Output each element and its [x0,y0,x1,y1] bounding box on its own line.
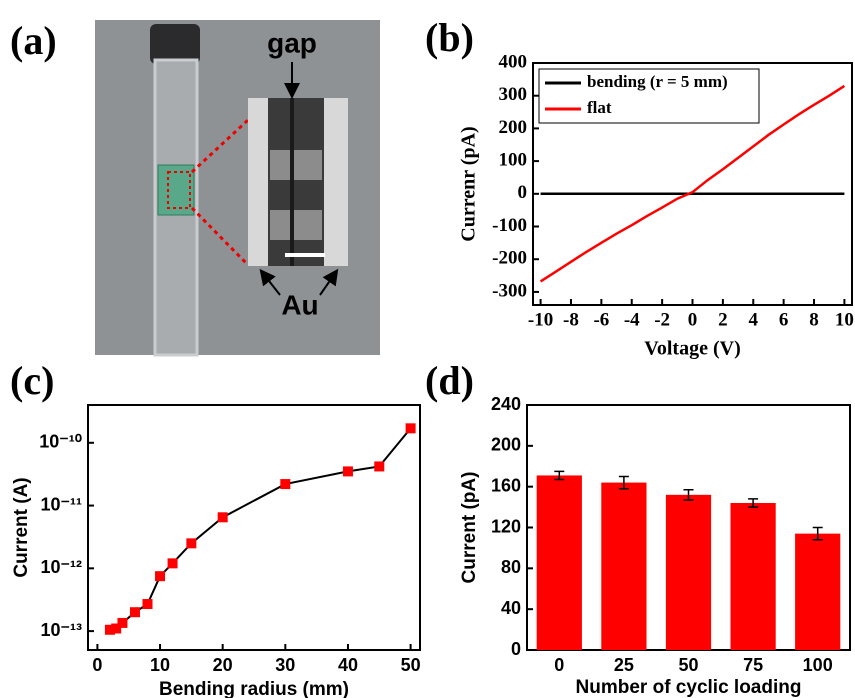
x-tick-label: 50 [678,655,698,675]
zoom-box [167,171,191,209]
chart-panel: (c) 10⁻¹³ 10⁻¹² 10⁻¹¹ 10⁻¹⁰ 0 10 20 30 40 50 Bendin… [10,358,421,698]
y-tick-label: 240 [491,394,521,414]
panel-label: (a) [10,18,57,63]
error-bar [683,488,694,501]
legend-label: flat [587,98,612,117]
tube-cap [150,24,200,64]
error-bar [748,498,759,508]
device [157,164,195,216]
marker [342,466,353,477]
x-tick-label: 0 [92,655,102,675]
plot-frame [87,404,421,651]
x-tick-label: 75 [743,655,763,675]
arrow [319,268,339,296]
marker [117,617,128,628]
y-tick-label: 0 [518,182,528,203]
x-tick-label: 25 [614,655,634,675]
bar [536,475,582,650]
y-tick-label: 40 [501,598,521,618]
sem-au [270,150,322,180]
x-tick-label: 8 [809,309,819,330]
x-axis-title: Number of cyclic loading [576,677,802,698]
x-tick-label: 10 [150,655,170,675]
marker [217,512,228,523]
zoom-line [190,206,250,267]
y-tick-label: -300 [492,280,527,301]
marker [186,538,197,549]
x-tick-label: -10 [528,309,553,330]
error-bar [812,526,823,541]
marker [129,607,140,618]
y-tick-label: 100 [499,149,528,170]
y-tick-label: 300 [499,84,528,105]
line [539,84,846,283]
legend: bending (r = 5 mm) flat [538,68,760,124]
legend-label: bending (r = 5 mm) [587,72,728,91]
y-tick-label: 10⁻¹¹ [40,494,82,514]
y-tick-label: 160 [491,475,521,495]
error-bar [618,475,629,490]
x-tick-label: 4 [749,309,759,330]
photo-panel: (a) gap Au [10,18,380,357]
x-tick-label: 40 [338,655,358,675]
marker [280,479,291,490]
x-tick-label: 0 [688,309,698,330]
y-tick-label: 80 [501,557,521,577]
sem-channel [268,98,324,266]
annotation: Au [281,289,318,320]
bar [601,482,647,650]
y-tick-label: 10⁻¹⁰ [39,432,82,452]
marker [167,558,178,569]
x-axis-title: Voltage (V) [644,338,740,360]
y-tick-label: 0 [511,639,521,659]
panel-label: (c) [10,358,54,403]
x-tick-label: 20 [213,655,233,675]
y-tick-label: 10⁻¹³ [40,620,82,640]
marker [155,571,166,582]
y-tick-label: 400 [499,51,528,72]
x-axis-title: Bending radius (mm) [159,679,349,698]
x-tick-label: 10 [835,309,854,330]
y-axis-title: Current (A) [11,477,32,577]
y-tick-label: 200 [499,117,528,138]
marker [142,599,153,610]
panel-label: (b) [425,15,474,60]
x-tick-label: 0 [554,655,564,675]
legend-frame [538,68,760,124]
marker [374,461,385,472]
x-tick-label: 30 [275,655,295,675]
x-tick-label: -2 [654,309,670,330]
x-tick-label: -6 [593,309,609,330]
panel-label: (d) [425,358,474,403]
bar [730,503,776,650]
marker [111,623,122,634]
y-tick-label: -100 [492,215,527,236]
chart-panel: (d) 0 40 80 120 160 200 240 Number of cyclic loa… [425,358,851,698]
x-tick-label: 6 [779,309,789,330]
y-axis-title: Currenr (pA) [458,126,480,241]
marker [405,423,416,434]
x-tick-label: 100 [803,655,833,675]
y-tick-label: 10⁻¹² [40,557,82,577]
error-bar [554,470,565,481]
x-tick-label: -8 [563,309,579,330]
y-axis-title: Current (pA) [459,472,480,584]
x-tick-label: -4 [624,309,640,330]
arrow [259,268,281,296]
chart-panel: (b) -300 -200 -100 0 100 200 300 400 -10 -8 -6 -4 -2 0… [425,15,854,359]
annotation: gap [267,27,317,58]
y-tick-label: 200 [491,435,521,455]
y-tick-label: 120 [491,516,521,536]
x-tick-label: 2 [718,309,728,330]
bar [665,494,712,650]
x-tick-label: 50 [401,655,421,675]
line [109,427,412,631]
sem-au [270,210,322,240]
y-tick-label: -200 [492,248,527,269]
bar [795,533,841,650]
marker [104,624,115,635]
